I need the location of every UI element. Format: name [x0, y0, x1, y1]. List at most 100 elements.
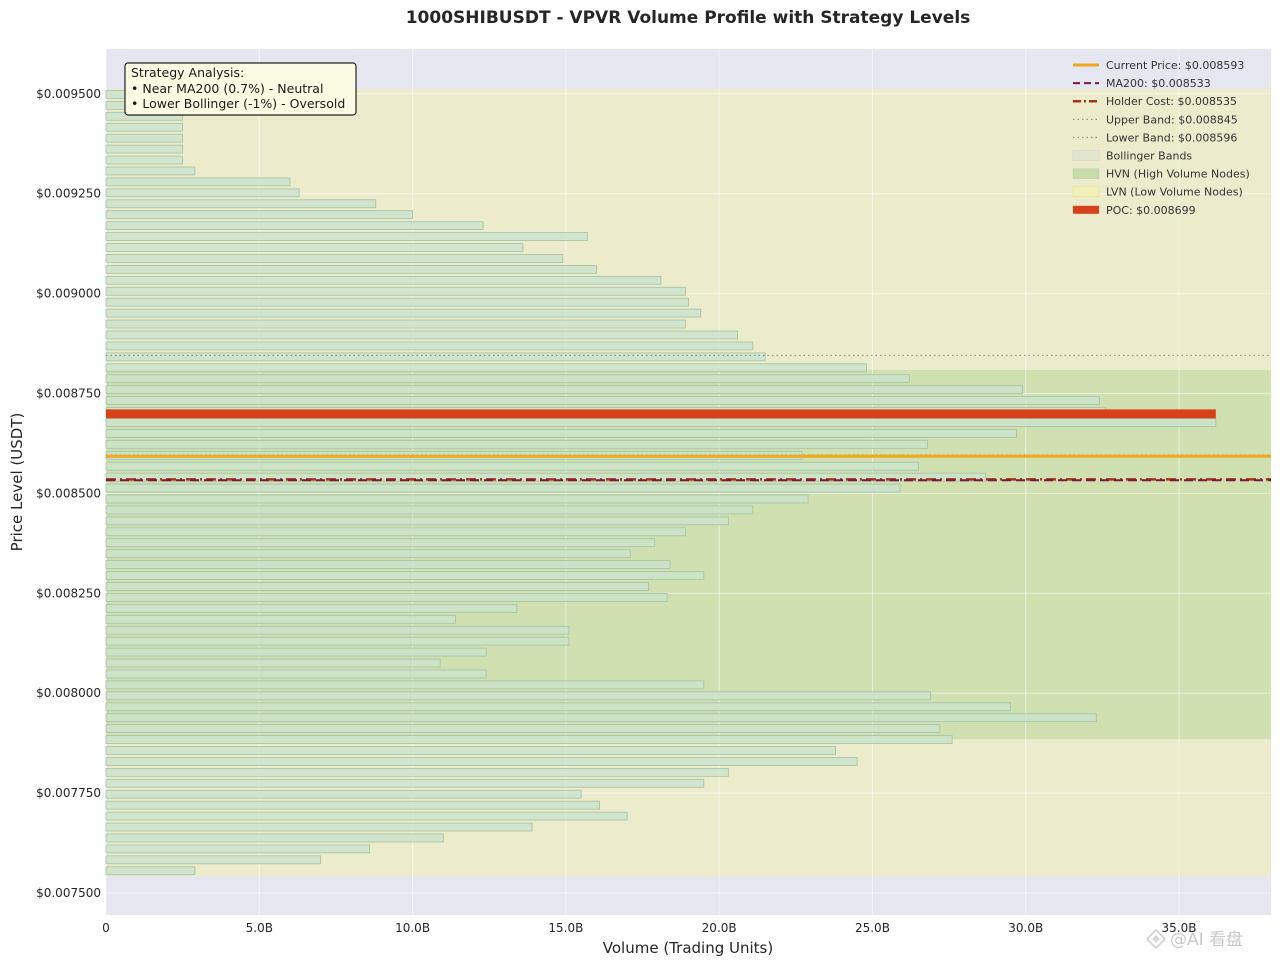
volume-bar	[105, 439, 929, 449]
watermark-logo-icon	[1145, 928, 1167, 950]
annotation-box	[124, 62, 357, 116]
volume-bar	[105, 593, 668, 602]
volume-bar	[105, 221, 484, 231]
volume-bar	[105, 243, 524, 252]
watermark-text: @AI 看盘	[1170, 930, 1243, 950]
legend-label: Current Price: $0.008593	[1106, 59, 1244, 72]
volume-bar	[105, 538, 656, 548]
y-tick-label: $0.008750	[36, 386, 101, 400]
volume-bar	[105, 866, 196, 876]
volume-bar	[105, 833, 444, 843]
x-tick-label: 10.0B	[395, 921, 430, 935]
x-tick-label: 20.0B	[702, 921, 737, 935]
volume-bar	[105, 122, 184, 132]
volume-bar	[105, 746, 837, 755]
legend-label: MA200: $0.008533	[1106, 77, 1211, 90]
volume-bar	[105, 571, 705, 580]
y-tick-label: $0.008250	[36, 586, 101, 600]
x-tick-label: 30.0B	[1008, 921, 1043, 935]
y-tick-label: $0.007750	[36, 786, 101, 800]
volume-bar	[105, 757, 858, 766]
volume-bar	[105, 418, 1217, 427]
annotation-line-2: • Near MA200 (0.7%) - Neutral	[131, 81, 323, 96]
x-tick-label: 0	[102, 921, 110, 935]
volume-bar	[105, 811, 628, 821]
level-lines	[106, 354, 1271, 482]
legend: Current Price: $0.008593 MA200: $0.008533…	[1072, 59, 1250, 217]
chart-title: 1000SHIBUSDT - VPVR Volume Profile with …	[406, 8, 971, 28]
volume-bar	[105, 210, 413, 220]
volume-bar	[105, 691, 932, 701]
y-tick-label: $0.009000	[36, 287, 101, 301]
volume-bar	[105, 385, 1024, 395]
legend-patch	[1072, 168, 1100, 179]
volume-bar	[105, 614, 456, 624]
volume-bar	[105, 702, 1011, 712]
volume-bar	[105, 778, 705, 788]
volume-bar	[105, 352, 766, 362]
volume-bar	[105, 341, 754, 351]
legend-label: HVN (High Volume Nodes)	[1106, 168, 1250, 181]
volume-bar	[105, 286, 686, 296]
volume-bar	[105, 516, 729, 526]
x-tick-label: 25.0B	[855, 921, 890, 935]
volume-bar	[105, 647, 487, 657]
legend-label: Bollinger Bands	[1106, 150, 1192, 163]
volume-bar	[105, 767, 729, 777]
volume-bar	[105, 527, 686, 537]
volume-bar	[105, 789, 582, 799]
volume-bar	[105, 625, 570, 635]
legend-patch-poc	[1073, 205, 1099, 214]
y-axis-label: Price Level (USDT)	[8, 413, 26, 552]
volume-bar	[105, 363, 867, 373]
volume-bar	[105, 275, 662, 285]
volume-bar	[105, 680, 705, 690]
volume-bar	[105, 494, 809, 504]
volume-bar	[105, 636, 570, 646]
volume-bar	[105, 800, 600, 810]
strategy-annotation: Strategy Analysis: • Near MA200 (0.7%) -…	[124, 62, 357, 116]
volume-bar	[105, 155, 184, 165]
y-tick-label: $0.009500	[36, 87, 101, 101]
volume-bar	[105, 713, 1097, 723]
volume-bar	[105, 297, 689, 307]
volume-bar	[105, 822, 533, 832]
legend-patch	[1072, 150, 1100, 161]
volume-bar	[105, 188, 300, 198]
y-axis-ticks: $0.007500 $0.007750 $0.008000 $0.008250 $0.0…	[36, 87, 101, 900]
legend-patch-lvn	[1072, 186, 1100, 197]
annotation-line-1: Strategy Analysis:	[131, 65, 244, 80]
volume-bar	[105, 855, 322, 865]
volume-bar	[105, 549, 631, 559]
y-tick-label: $0.008000	[36, 686, 101, 700]
volume-bar	[105, 308, 702, 318]
poc-bar	[106, 409, 1216, 419]
legend-label: Holder Cost: $0.008535	[1106, 95, 1237, 108]
volume-bar	[105, 669, 487, 679]
y-tick-label: $0.008500	[36, 486, 101, 500]
volume-bar	[105, 560, 671, 569]
y-tick-label: $0.009250	[36, 187, 101, 201]
x-tick-label: 35.0B	[1162, 921, 1197, 935]
volume-bar	[105, 461, 919, 471]
volume-bar	[105, 603, 518, 613]
volume-bar	[105, 254, 564, 263]
legend-label: POC: $0.008699	[1106, 204, 1196, 217]
volume-bar	[105, 735, 953, 744]
volume-bar	[105, 177, 291, 187]
watermark: @AI 看盘	[1145, 928, 1243, 950]
volume-bar	[105, 265, 597, 274]
volume-bar	[105, 505, 754, 515]
volume-bar	[105, 658, 441, 668]
volume-bar	[105, 396, 1100, 405]
y-tick-label: $0.007500	[36, 886, 101, 900]
volume-bar	[105, 724, 941, 733]
legend-label: LVN (Low Volume Nodes)	[1106, 186, 1243, 199]
volume-bar	[105, 166, 196, 176]
annotation-line-3: • Lower Bollinger (-1%) - Oversold	[131, 96, 345, 111]
x-tick-label: 15.0B	[548, 921, 583, 935]
volume-bar	[105, 144, 184, 154]
legend-label: Upper Band: $0.008845	[1106, 113, 1238, 126]
volume-bar	[105, 199, 377, 209]
